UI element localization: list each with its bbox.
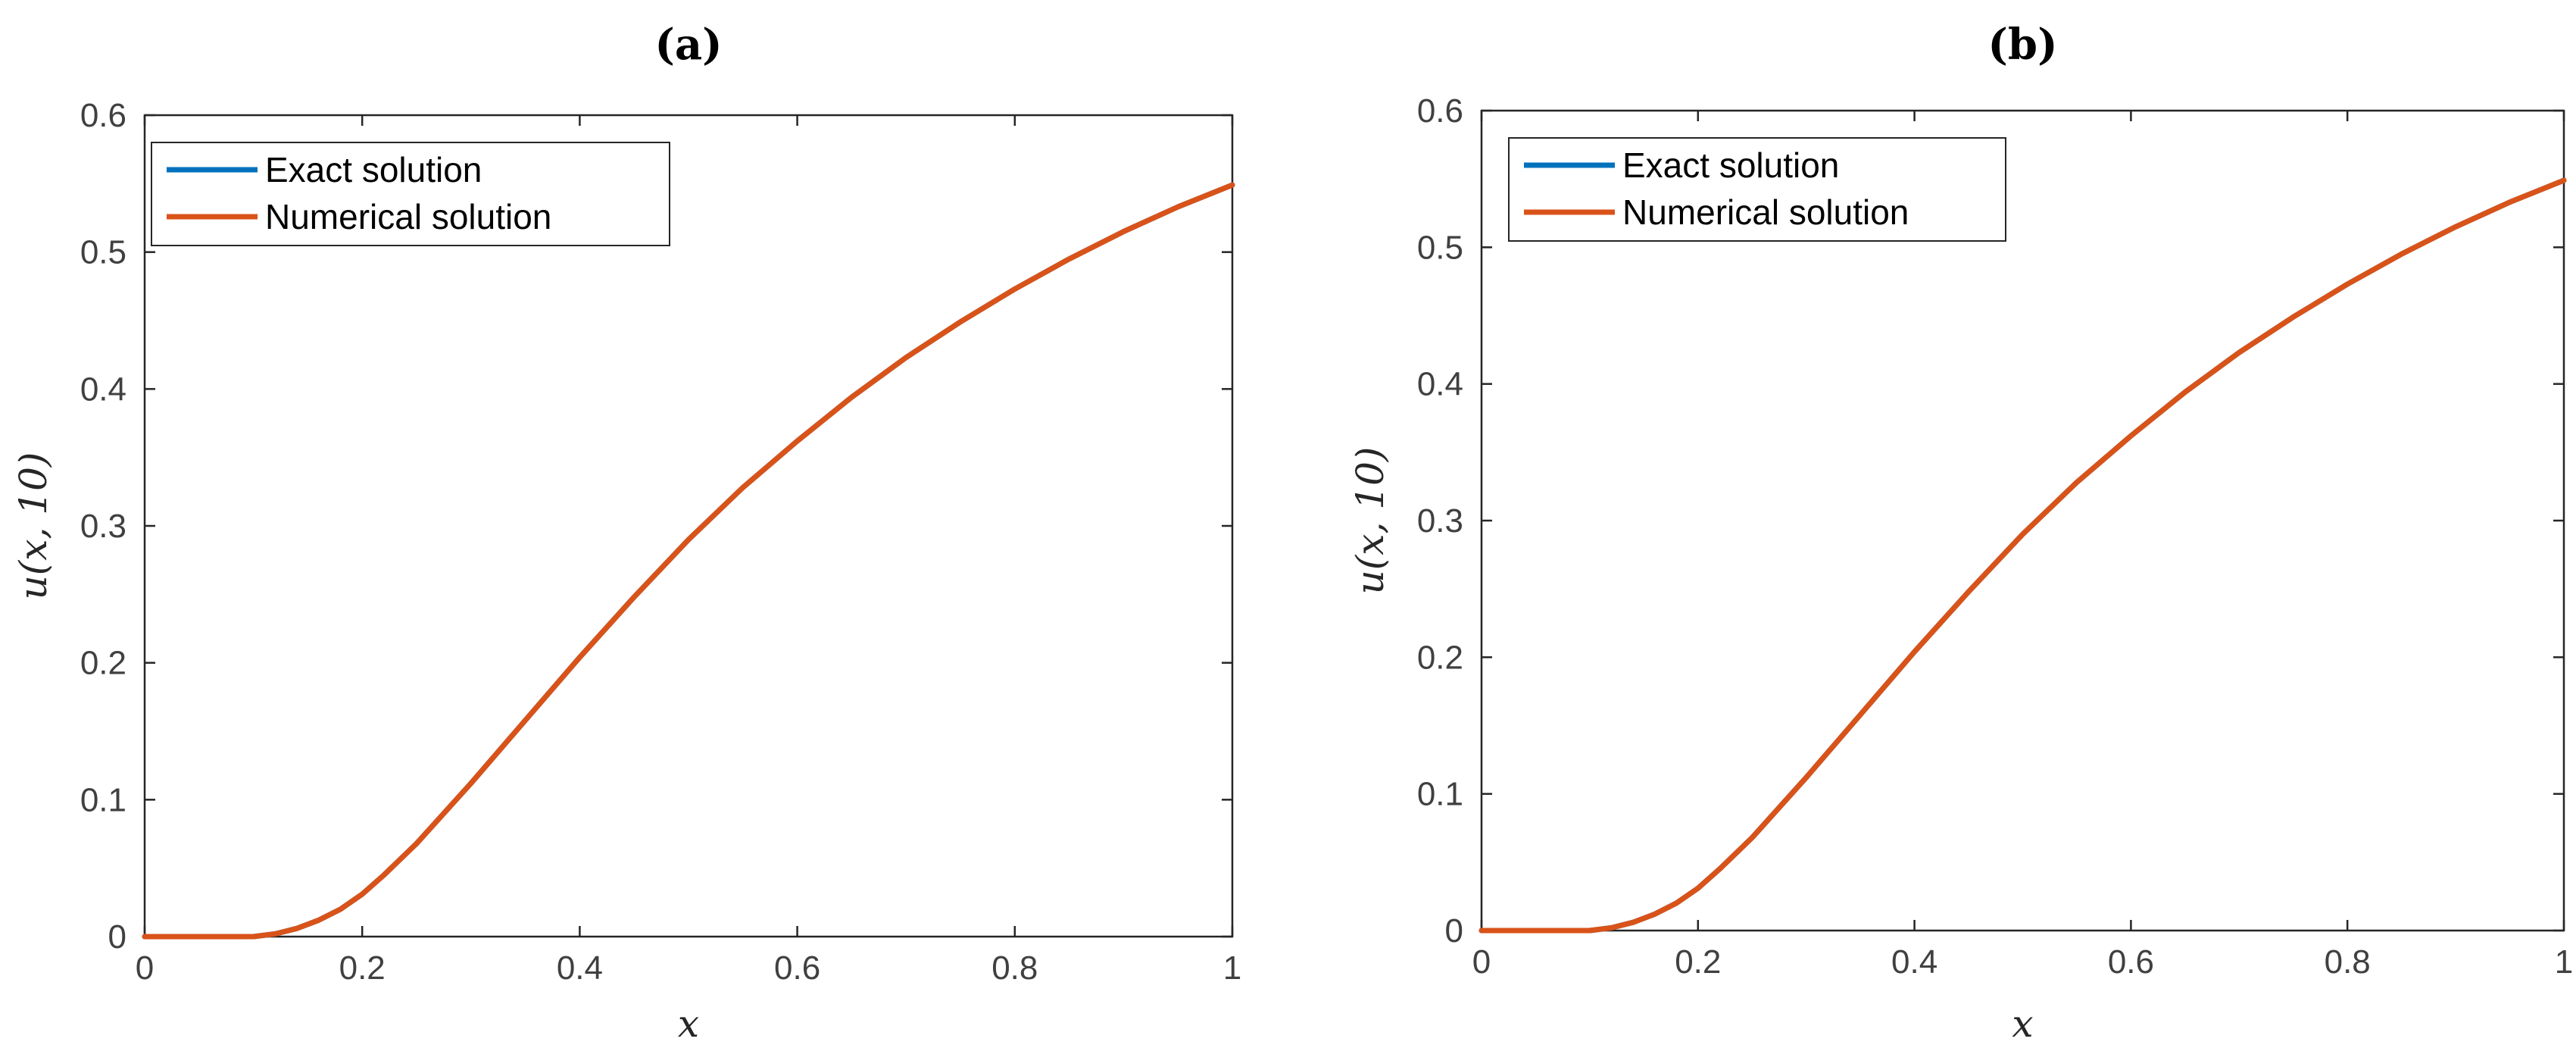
x-axis-label: x bbox=[2012, 1002, 2033, 1044]
legend-label-exact: Exact solution bbox=[1622, 145, 1839, 185]
y-tick-label: 0.3 bbox=[80, 508, 126, 545]
panel-title: (a) bbox=[654, 20, 722, 70]
x-tick-label: 0.4 bbox=[557, 949, 603, 987]
legend-label-numerical: Numerical solution bbox=[265, 197, 551, 236]
x-tick-label: 0.2 bbox=[339, 949, 386, 987]
y-tick-label: 0.4 bbox=[1417, 366, 1463, 403]
legend: Exact solution Numerical solution bbox=[151, 142, 670, 246]
y-tick-label: 0.2 bbox=[1417, 639, 1463, 676]
x-tick-label: 0.8 bbox=[991, 949, 1038, 987]
x-axis-label: x bbox=[678, 1002, 699, 1044]
legend-box bbox=[151, 142, 670, 246]
panel-a: (a) 0 0.2 0.4 0.6 0.8 1 0 0.1 0.2 0.3 0.4 0.5 0.6 x u(x… bbox=[11, 20, 1241, 1046]
y-tick-label: 0.6 bbox=[80, 97, 126, 134]
series-line-exact bbox=[1478, 177, 2567, 934]
x-tick-label: 0.8 bbox=[2325, 943, 2371, 981]
x-tick-label: 0.4 bbox=[1891, 943, 1937, 981]
y-tick-label: 0.2 bbox=[80, 645, 126, 682]
x-tick-label: 0.2 bbox=[1675, 943, 1721, 981]
x-tick-label: 0.6 bbox=[2108, 943, 2154, 981]
x-tick-label: 0 bbox=[136, 949, 154, 987]
y-tick-label: 0.5 bbox=[1417, 229, 1463, 266]
x-tick-label: 1 bbox=[2555, 943, 2573, 981]
legend-label-numerical: Numerical solution bbox=[1622, 192, 1909, 232]
y-tick-label: 0.1 bbox=[1417, 776, 1463, 813]
y-tick-label: 0 bbox=[1445, 912, 1463, 949]
legend-label-exact: Exact solution bbox=[265, 150, 482, 189]
x-tick-label: 0.6 bbox=[774, 949, 820, 987]
y-tick-label: 0 bbox=[108, 918, 126, 956]
y-tick-label: 0.5 bbox=[80, 234, 126, 271]
legend-box bbox=[1508, 137, 2006, 242]
panel-title: (b) bbox=[1987, 20, 2057, 70]
y-tick-label: 0.6 bbox=[1417, 92, 1463, 130]
y-axis-label: u(x, 10) bbox=[1348, 447, 1392, 595]
series-line-numerical bbox=[142, 182, 1235, 940]
y-tick-label: 0.3 bbox=[1417, 502, 1463, 540]
x-tick-label: 1 bbox=[1223, 949, 1241, 987]
legend: Exact solution Numerical solution bbox=[1508, 137, 2006, 242]
series-line-exact bbox=[142, 182, 1235, 940]
y-axis-label: u(x, 10) bbox=[11, 452, 55, 600]
y-tick-label: 0.1 bbox=[80, 781, 126, 818]
x-tick-label: 0 bbox=[1472, 943, 1491, 981]
series-line-numerical bbox=[1478, 177, 2567, 934]
panel-b: (b) 0 0.2 0.4 0.6 0.8 1 0 0.1 0.2 0.3 0.4 0.5 0.6 x u(x… bbox=[1348, 20, 2573, 1046]
y-tick-label: 0.4 bbox=[80, 371, 126, 408]
